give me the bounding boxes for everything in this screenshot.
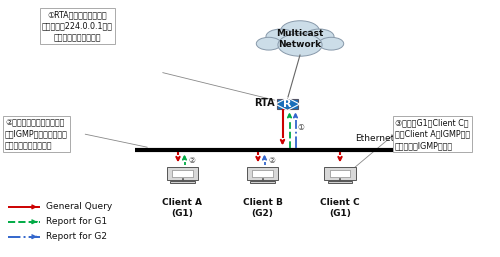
FancyBboxPatch shape (324, 168, 356, 180)
Text: Report for G1: Report for G1 (46, 217, 108, 226)
Circle shape (256, 37, 281, 50)
Text: ①: ① (297, 123, 304, 132)
FancyBboxPatch shape (172, 170, 193, 177)
Text: Report for G2: Report for G2 (46, 232, 108, 241)
FancyBboxPatch shape (247, 168, 278, 180)
Circle shape (319, 37, 344, 50)
Circle shape (278, 33, 322, 56)
Text: General Query: General Query (46, 202, 113, 212)
Text: ③同属于G1的Client C监
听到Client A的IGMP报告
后不再发送IGMP报告。: ③同属于G1的Client C监 听到Client A的IGMP报告 后不再发送… (395, 118, 470, 150)
FancyBboxPatch shape (277, 99, 298, 109)
FancyBboxPatch shape (167, 168, 198, 180)
Text: ②收到普通组查询后，主机
发送IGMP成员关系报告，
表示希望加入组播组。: ②收到普通组查询后，主机 发送IGMP成员关系报告， 表示希望加入组播组。 (5, 118, 68, 150)
FancyBboxPatch shape (330, 170, 350, 177)
Text: RTA: RTA (254, 98, 274, 108)
Circle shape (266, 29, 296, 44)
Text: ②: ② (188, 155, 195, 165)
Text: ②: ② (268, 155, 275, 165)
Circle shape (304, 29, 334, 44)
Text: ①RTA周期性地向子网内
所有主机（224.0.0.1）发
送成员关系查询信息。: ①RTA周期性地向子网内 所有主机（224.0.0.1）发 送成员关系查询信息。 (42, 10, 113, 42)
FancyBboxPatch shape (328, 181, 352, 183)
FancyBboxPatch shape (250, 181, 275, 183)
Text: Multicast
Network: Multicast Network (276, 29, 324, 49)
Text: R: R (283, 99, 292, 109)
Circle shape (280, 21, 320, 41)
Text: Client B
(G2): Client B (G2) (242, 198, 282, 218)
Text: Client A
(G1): Client A (G1) (162, 198, 202, 218)
Text: Ethernet: Ethernet (356, 134, 395, 143)
FancyBboxPatch shape (252, 170, 273, 177)
Text: Client C
(G1): Client C (G1) (320, 198, 360, 218)
FancyBboxPatch shape (170, 181, 195, 183)
